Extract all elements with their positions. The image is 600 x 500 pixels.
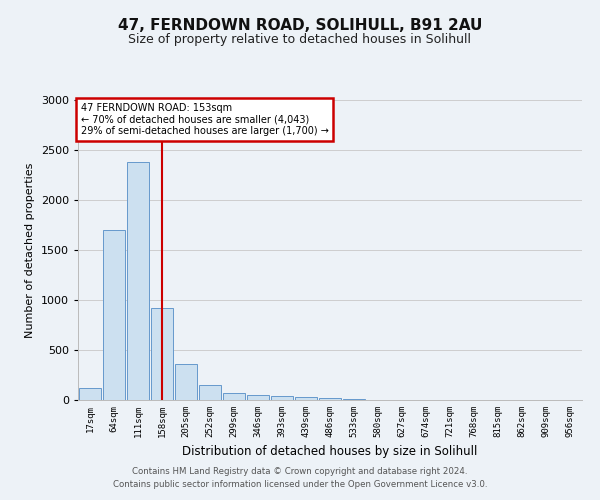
Bar (223, 392, 245, 400)
Text: 47, FERNDOWN ROAD, SOLIHULL, B91 2AU: 47, FERNDOWN ROAD, SOLIHULL, B91 2AU (118, 18, 482, 32)
Text: Contains public sector information licensed under the Open Government Licence v3: Contains public sector information licen… (113, 480, 487, 489)
Bar (295, 397, 317, 400)
Bar (247, 395, 269, 400)
Bar (343, 399, 365, 400)
Bar (319, 398, 341, 400)
Bar (79, 388, 101, 400)
X-axis label: Distribution of detached houses by size in Solihull: Distribution of detached houses by size … (182, 446, 478, 458)
Text: Size of property relative to detached houses in Solihull: Size of property relative to detached ho… (128, 32, 472, 46)
Bar (151, 308, 173, 400)
Bar (103, 230, 125, 400)
Bar (127, 162, 149, 400)
Text: 47 FERNDOWN ROAD: 153sqm
← 70% of detached houses are smaller (4,043)
29% of sem: 47 FERNDOWN ROAD: 153sqm ← 70% of detach… (80, 103, 328, 136)
Bar (175, 364, 197, 400)
Text: Contains HM Land Registry data © Crown copyright and database right 2024.: Contains HM Land Registry data © Crown c… (132, 467, 468, 476)
Bar (271, 396, 293, 400)
Bar (199, 384, 221, 400)
Y-axis label: Number of detached properties: Number of detached properties (25, 162, 35, 338)
